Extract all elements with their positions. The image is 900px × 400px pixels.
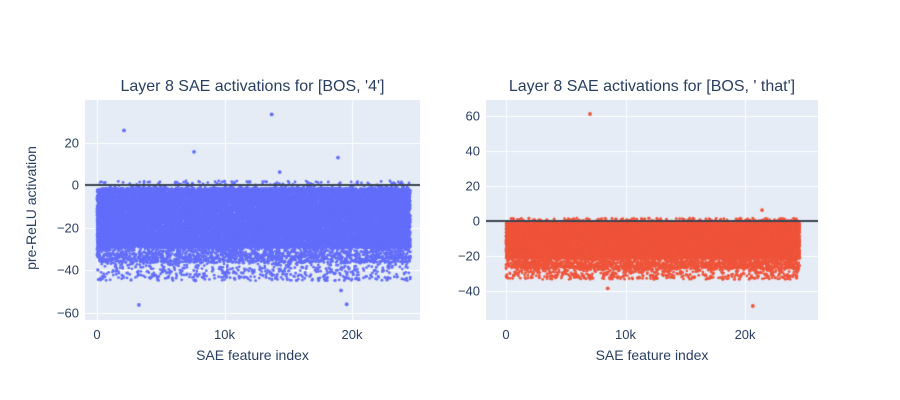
subplot-title: Layer 8 SAE activations for [BOS, ' that…: [508, 78, 796, 95]
scatter-canvas-right[interactable]: [486, 100, 818, 320]
x-tick-label: 20k: [734, 327, 756, 342]
x-tick-label: 0: [93, 327, 101, 342]
y-tick-label: −40: [457, 283, 480, 299]
y-axis-title: pre-ReLU activation: [23, 146, 39, 270]
y-tick-label: 20: [64, 135, 79, 150]
x-tick-label: 20k: [341, 327, 363, 342]
scatter-canvas-left[interactable]: [85, 100, 420, 320]
y-tick-label: −20: [56, 220, 79, 236]
y-tick-label: −40: [56, 262, 79, 278]
subplot-title: Layer 8 SAE activations for [BOS, '4']: [120, 78, 385, 95]
x-tick-label: 10k: [615, 327, 636, 342]
y-tick-label: 60: [465, 108, 480, 124]
x-axis-title: SAE feature index: [595, 347, 709, 363]
subplot-left: Layer 8 SAE activations for [BOS, '4'] 0…: [57, 78, 420, 363]
x-tick-label: 0: [502, 327, 510, 342]
y-tick-label: 0: [71, 177, 79, 193]
subplot-right: Layer 8 SAE activations for [BOS, ' that…: [458, 78, 818, 363]
y-tick-label: 20: [465, 178, 480, 194]
x-axis-title: SAE feature index: [196, 347, 309, 363]
x-tick-label: 10k: [214, 327, 235, 342]
y-tick-label: 40: [465, 143, 480, 159]
y-tick-label: −60: [56, 305, 79, 321]
y-tick-label: 0: [472, 213, 480, 229]
y-tick-label: −20: [457, 248, 480, 264]
